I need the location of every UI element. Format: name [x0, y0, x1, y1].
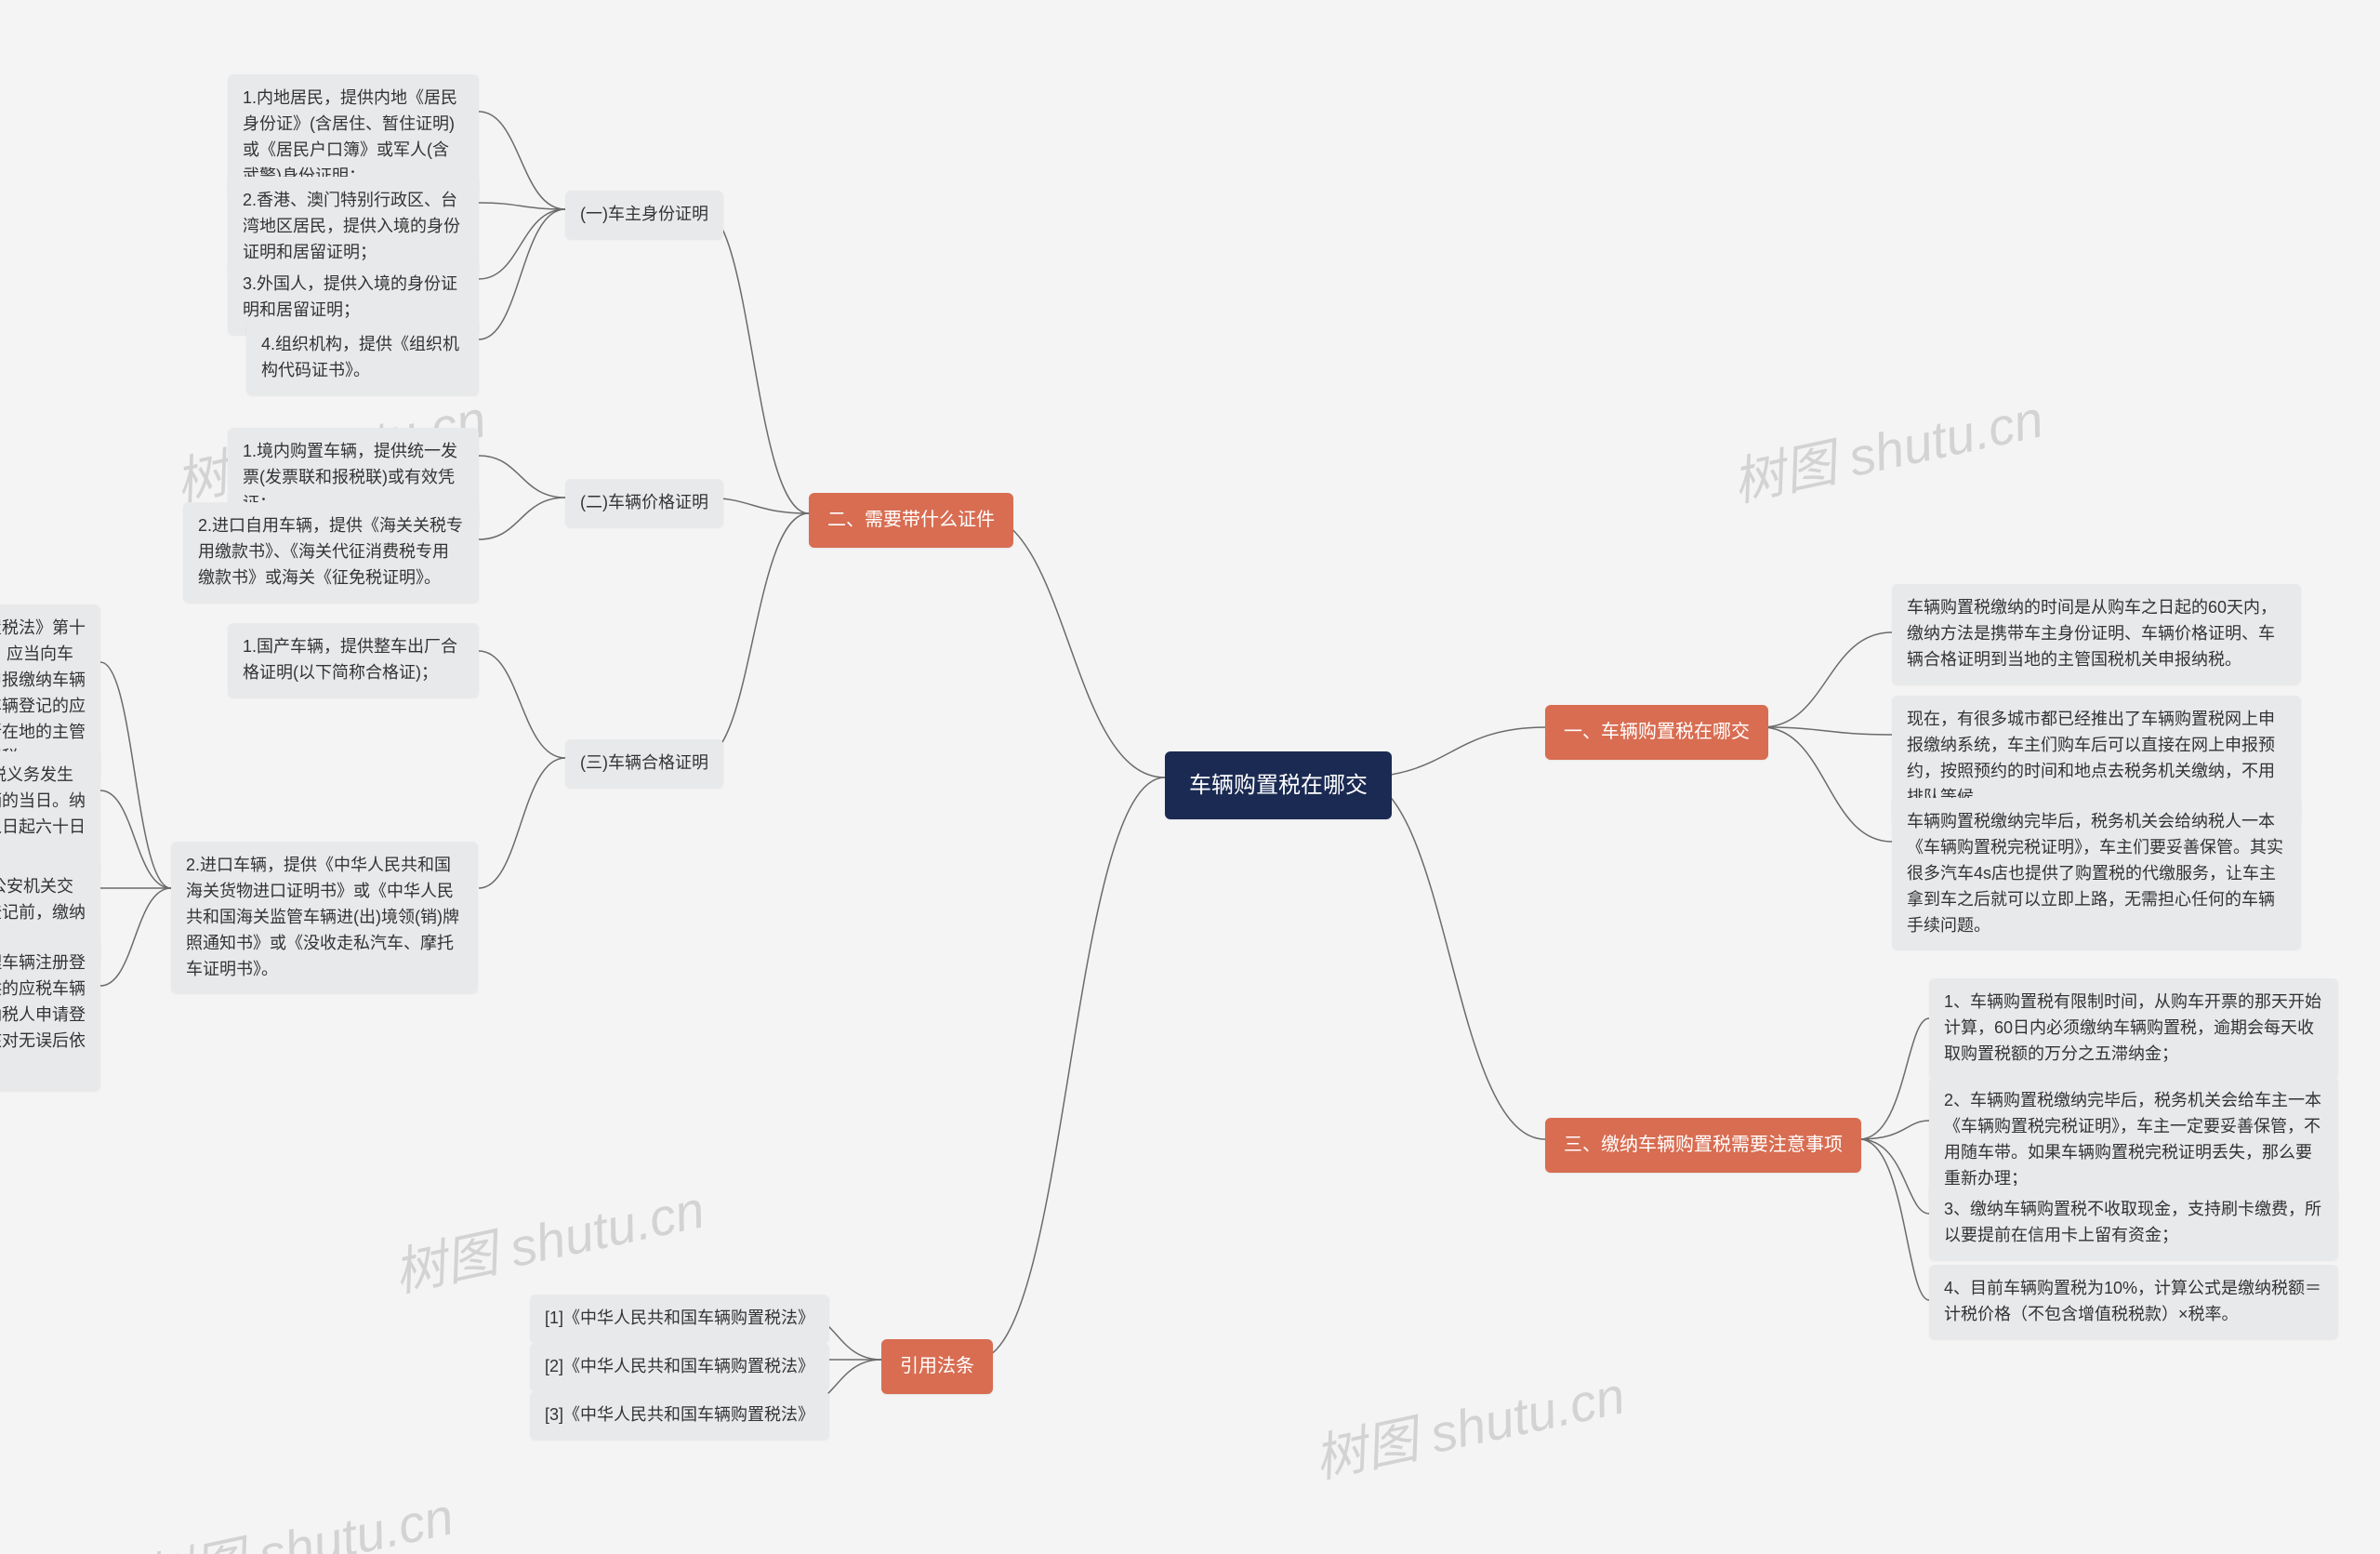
- branch-two[interactable]: 二、需要带什么证件: [809, 493, 1013, 548]
- leaf-one-3: 车辆购置税缴纳完毕后，税务机关会给纳税人一本《车辆购置税完税证明》，车主们要妥善…: [1892, 798, 2301, 950]
- sub-c[interactable]: (三)车辆合格证明: [565, 739, 723, 788]
- leaf-three-1: 1、车辆购置税有限制时间，从购车开票的那天开始计算，60日内必须缴纳车辆购置税，…: [1929, 978, 2338, 1079]
- watermark: 树图 shutu.cn: [1725, 378, 2049, 517]
- watermark: 树图 shutu.cn: [135, 1475, 459, 1554]
- aux-c-2: 第十二条 车辆购置税的纳税义务发生时间为纳税人购置应税车辆的当日。纳税人应当自纳…: [0, 751, 100, 878]
- watermark: 树图 shutu.cn: [1306, 1354, 1631, 1494]
- leaf-c-1: 1.国产车辆，提供整车出厂合格证明(以下简称合格证)；: [228, 623, 479, 697]
- sub-b[interactable]: (二)车辆价格证明: [565, 479, 723, 527]
- leaf-b-2: 2.进口自用车辆，提供《海关关税专用缴款书》、《海关代征消费税专用缴款书》或海关…: [183, 502, 479, 603]
- leaf-c-2: 2.进口车辆，提供《中华人民共和国海关货物进口证明书》或《中华人民共和国海关监管…: [171, 842, 478, 993]
- branch-one[interactable]: 一、车辆购置税在哪交: [1545, 705, 1768, 760]
- leaf-one-1: 车辆购置税缴纳的时间是从购车之日起的60天内，缴纳方法是携带车主身份证明、车辆价…: [1892, 584, 2301, 684]
- leaf-ref-1: [1]《中华人民共和国车辆购置税法》: [530, 1295, 829, 1343]
- branch-ref[interactable]: 引用法条: [881, 1339, 993, 1394]
- leaf-three-3: 3、缴纳车辆购置税不收取现金，支持刷卡缴费，所以要提前在信用卡上留有资金；: [1929, 1186, 2338, 1260]
- sub-a[interactable]: (一)车主身份证明: [565, 191, 723, 239]
- leaf-ref-3: [3]《中华人民共和国车辆购置税法》: [530, 1391, 829, 1440]
- leaf-three-4: 4、目前车辆购置税为10%，计算公式是缴纳税额＝计税价格（不包含增值税税款）×税…: [1929, 1265, 2338, 1339]
- aux-c-4: 公安机关交通管理部门办理车辆注册登记，应当根据税务机关提供的应税车辆完税或者免税…: [0, 939, 100, 1091]
- branch-three[interactable]: 三、缴纳车辆购置税需要注意事项: [1545, 1118, 1861, 1173]
- leaf-three-2: 2、车辆购置税缴纳完毕后，税务机关会给车主一本《车辆购置税完税证明》，车主一定要…: [1929, 1077, 2338, 1203]
- leaf-ref-2: [2]《中华人民共和国车辆购置税法》: [530, 1343, 829, 1391]
- leaf-a-4: 4.组织机构，提供《组织机构代码证书》。: [246, 321, 479, 395]
- root-node[interactable]: 车辆购置税在哪交: [1165, 751, 1392, 819]
- watermark: 树图 shutu.cn: [386, 1168, 710, 1308]
